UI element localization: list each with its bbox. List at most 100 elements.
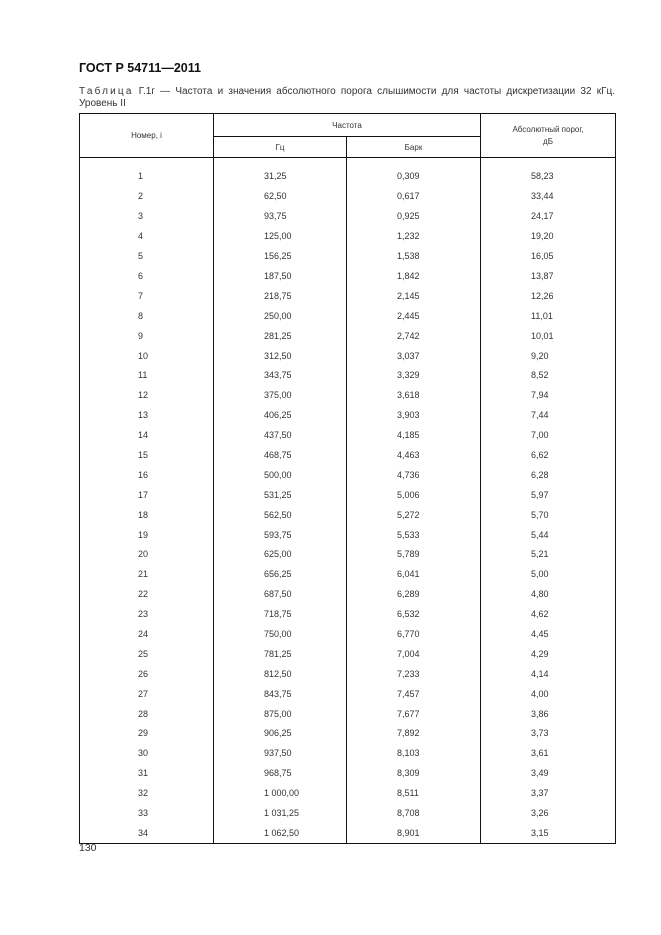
header-frequency: Частота bbox=[213, 113, 481, 137]
table-row: 27 843,75 7,457 4,00 bbox=[79, 683, 616, 704]
table-row: 16 500,00 4,736 6,28 bbox=[79, 464, 616, 485]
table-row: 30 937,50 8,103 3,61 bbox=[79, 743, 616, 764]
cell-number: 24 bbox=[79, 624, 214, 644]
cell-bark: 6,041 bbox=[346, 564, 481, 585]
cell-hz: 718,75 bbox=[213, 604, 347, 625]
table-row: 2 62,50 0,617 33,44 bbox=[79, 186, 616, 207]
cell-threshold: 3,37 bbox=[480, 783, 616, 804]
cell-number: 32 bbox=[79, 783, 214, 804]
cell-bark: 6,532 bbox=[346, 604, 481, 625]
cell-threshold: 7,44 bbox=[480, 405, 616, 426]
cell-bark: 5,789 bbox=[346, 544, 481, 565]
cell-number: 21 bbox=[79, 564, 214, 585]
cell-number: 2 bbox=[79, 186, 214, 207]
cell-hz: 1 000,00 bbox=[213, 783, 347, 804]
cell-hz: 500,00 bbox=[213, 464, 347, 485]
table-row: 15 468,75 4,463 6,62 bbox=[79, 445, 616, 465]
table-row: 13 406,25 3,903 7,44 bbox=[79, 405, 616, 426]
cell-bark: 0,617 bbox=[346, 186, 481, 207]
cell-bark: 8,511 bbox=[346, 783, 481, 804]
cell-number: 22 bbox=[79, 584, 214, 605]
cell-hz: 593,75 bbox=[213, 524, 347, 545]
table-row: 4 125,00 1,232 19,20 bbox=[79, 226, 616, 247]
cell-hz: 31,25 bbox=[213, 157, 347, 187]
cell-number: 14 bbox=[79, 425, 214, 446]
table-row: 7 218,75 2,145 12,26 bbox=[79, 285, 616, 306]
cell-threshold: 5,21 bbox=[480, 544, 616, 565]
header-bark: Барк bbox=[346, 136, 481, 158]
cell-threshold: 33,44 bbox=[480, 186, 616, 207]
cell-number: 8 bbox=[79, 305, 214, 326]
cell-number: 26 bbox=[79, 663, 214, 684]
cell-bark: 2,445 bbox=[346, 305, 481, 326]
cell-number: 3 bbox=[79, 206, 214, 227]
cell-number: 9 bbox=[79, 325, 214, 346]
cell-hz: 156,25 bbox=[213, 246, 347, 267]
cell-hz: 781,25 bbox=[213, 643, 347, 664]
cell-threshold: 4,14 bbox=[480, 663, 616, 684]
header-number: Номер, i bbox=[79, 113, 214, 158]
cell-bark: 3,037 bbox=[346, 345, 481, 366]
cell-threshold: 5,97 bbox=[480, 484, 616, 505]
cell-threshold: 3,15 bbox=[480, 823, 616, 844]
cell-bark: 8,901 bbox=[346, 823, 481, 844]
cell-hz: 843,75 bbox=[213, 683, 347, 704]
cell-hz: 656,25 bbox=[213, 564, 347, 585]
cell-bark: 7,457 bbox=[346, 683, 481, 704]
cell-hz: 875,00 bbox=[213, 703, 347, 724]
table-row: 24 750,00 6,770 4,45 bbox=[79, 624, 616, 644]
cell-number: 4 bbox=[79, 226, 214, 247]
cell-number: 25 bbox=[79, 643, 214, 664]
cell-number: 23 bbox=[79, 604, 214, 625]
cell-bark: 5,006 bbox=[346, 484, 481, 505]
cell-hz: 125,00 bbox=[213, 226, 347, 247]
cell-bark: 5,272 bbox=[346, 504, 481, 525]
cell-number: 16 bbox=[79, 464, 214, 485]
table-row: 32 1 000,00 8,511 3,37 bbox=[79, 783, 616, 804]
cell-number: 31 bbox=[79, 763, 214, 784]
cell-hz: 343,75 bbox=[213, 365, 347, 386]
table-row: 20 625,00 5,789 5,21 bbox=[79, 544, 616, 565]
cell-bark: 7,677 bbox=[346, 703, 481, 724]
data-table: Номер, i Частота Абсолютный порог, дБ Гц… bbox=[79, 113, 616, 844]
cell-threshold: 16,05 bbox=[480, 246, 616, 267]
cell-bark: 8,708 bbox=[346, 803, 481, 823]
cell-threshold: 7,00 bbox=[480, 425, 616, 446]
cell-hz: 750,00 bbox=[213, 624, 347, 644]
cell-number: 10 bbox=[79, 345, 214, 366]
cell-threshold: 3,73 bbox=[480, 723, 616, 744]
cell-number: 17 bbox=[79, 484, 214, 505]
caption-text: Г.1г — Частота и значения абсолютного по… bbox=[79, 86, 615, 109]
page-number: 130 bbox=[79, 842, 97, 854]
cell-number: 6 bbox=[79, 266, 214, 286]
table-row: 21 656,25 6,041 5,00 bbox=[79, 564, 616, 585]
cell-hz: 968,75 bbox=[213, 763, 347, 784]
cell-threshold: 3,26 bbox=[480, 803, 616, 823]
table-row: 11 343,75 3,329 8,52 bbox=[79, 365, 616, 386]
table-row: 5 156,25 1,538 16,05 bbox=[79, 246, 616, 267]
cell-hz: 687,50 bbox=[213, 584, 347, 605]
table-row: 18 562,50 5,272 5,70 bbox=[79, 504, 616, 525]
cell-threshold: 3,49 bbox=[480, 763, 616, 784]
cell-number: 7 bbox=[79, 285, 214, 306]
table-row: 6 187,50 1,842 13,87 bbox=[79, 266, 616, 286]
header-threshold: Абсолютный порог, дБ bbox=[480, 113, 616, 158]
cell-hz: 562,50 bbox=[213, 504, 347, 525]
cell-threshold: 19,20 bbox=[480, 226, 616, 247]
cell-number: 19 bbox=[79, 524, 214, 545]
cell-bark: 3,903 bbox=[346, 405, 481, 426]
table-row: 10 312,50 3,037 9,20 bbox=[79, 345, 616, 366]
cell-threshold: 5,70 bbox=[480, 504, 616, 525]
cell-threshold: 5,44 bbox=[480, 524, 616, 545]
table-row: 33 1 031,25 8,708 3,26 bbox=[79, 803, 616, 823]
cell-hz: 250,00 bbox=[213, 305, 347, 326]
cell-threshold: 8,52 bbox=[480, 365, 616, 386]
cell-hz: 406,25 bbox=[213, 405, 347, 426]
cell-number: 1 bbox=[79, 157, 214, 187]
cell-number: 33 bbox=[79, 803, 214, 823]
cell-hz: 937,50 bbox=[213, 743, 347, 764]
table-caption: Таблица Г.1г — Частота и значения абсолю… bbox=[79, 86, 615, 110]
cell-hz: 531,25 bbox=[213, 484, 347, 505]
cell-hz: 187,50 bbox=[213, 266, 347, 286]
table-row: 26 812,50 7,233 4,14 bbox=[79, 663, 616, 684]
